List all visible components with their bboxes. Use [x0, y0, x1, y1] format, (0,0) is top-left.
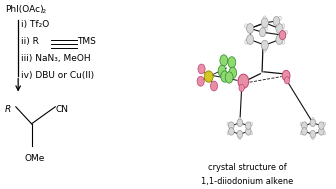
Ellipse shape	[279, 16, 281, 20]
Ellipse shape	[323, 132, 326, 135]
Text: crystal structure of: crystal structure of	[208, 163, 286, 173]
Ellipse shape	[259, 28, 266, 37]
Ellipse shape	[263, 16, 266, 20]
Ellipse shape	[311, 136, 314, 140]
Ellipse shape	[310, 130, 316, 138]
Ellipse shape	[229, 67, 237, 78]
Ellipse shape	[279, 31, 286, 40]
Ellipse shape	[227, 132, 229, 135]
Ellipse shape	[263, 48, 266, 52]
Ellipse shape	[300, 122, 302, 125]
Ellipse shape	[239, 136, 241, 140]
Ellipse shape	[237, 119, 243, 127]
Text: R: R	[5, 105, 11, 114]
Ellipse shape	[276, 24, 283, 33]
Ellipse shape	[310, 119, 316, 127]
Ellipse shape	[323, 122, 326, 125]
Ellipse shape	[319, 128, 324, 135]
Text: TMS: TMS	[77, 37, 95, 46]
Ellipse shape	[228, 122, 234, 129]
Ellipse shape	[204, 71, 213, 82]
Ellipse shape	[311, 117, 314, 121]
Ellipse shape	[282, 70, 290, 81]
Ellipse shape	[239, 84, 244, 91]
Ellipse shape	[218, 65, 226, 77]
Ellipse shape	[246, 128, 251, 135]
Ellipse shape	[221, 71, 228, 82]
Ellipse shape	[276, 35, 283, 44]
Ellipse shape	[245, 24, 248, 28]
Ellipse shape	[246, 122, 251, 129]
Ellipse shape	[237, 130, 243, 138]
Text: PhI(OAc): PhI(OAc)	[5, 5, 43, 14]
Ellipse shape	[279, 31, 286, 40]
Text: ii) R: ii) R	[20, 37, 38, 46]
Ellipse shape	[250, 132, 253, 135]
Ellipse shape	[301, 122, 307, 129]
Ellipse shape	[284, 77, 290, 84]
Ellipse shape	[228, 57, 236, 68]
Text: OMe: OMe	[25, 154, 45, 163]
Ellipse shape	[261, 18, 268, 28]
Ellipse shape	[261, 40, 268, 50]
Ellipse shape	[301, 128, 307, 135]
Text: CN: CN	[55, 105, 68, 114]
Ellipse shape	[220, 55, 228, 66]
Text: 1,1-diiodonium alkene: 1,1-diiodonium alkene	[201, 177, 293, 186]
Ellipse shape	[228, 128, 234, 135]
Ellipse shape	[285, 30, 288, 34]
Text: iii) NaN₃, MeOH: iii) NaN₃, MeOH	[20, 54, 90, 63]
Ellipse shape	[239, 117, 241, 121]
Ellipse shape	[238, 74, 249, 88]
Ellipse shape	[265, 27, 267, 32]
Ellipse shape	[273, 16, 280, 26]
Ellipse shape	[227, 122, 229, 125]
Ellipse shape	[197, 76, 204, 86]
Ellipse shape	[247, 24, 254, 33]
Ellipse shape	[282, 24, 285, 28]
Ellipse shape	[247, 35, 254, 44]
Ellipse shape	[300, 132, 302, 135]
Ellipse shape	[225, 72, 233, 83]
Ellipse shape	[210, 81, 218, 91]
Ellipse shape	[198, 64, 205, 74]
Text: iv) DBU or Cu(II): iv) DBU or Cu(II)	[20, 71, 94, 80]
Text: i) Tf₂O: i) Tf₂O	[20, 20, 49, 29]
Ellipse shape	[282, 40, 285, 44]
Ellipse shape	[250, 122, 253, 125]
Ellipse shape	[245, 40, 248, 44]
Ellipse shape	[319, 122, 324, 129]
Text: 2: 2	[42, 9, 46, 13]
